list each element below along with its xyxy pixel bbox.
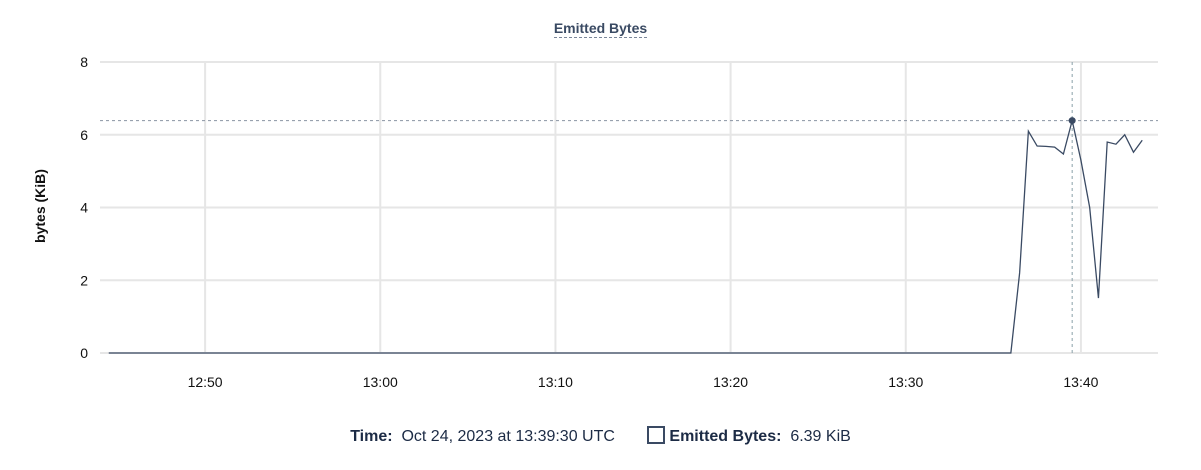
x-tick-label: 12:50 <box>188 374 223 390</box>
y-tick-label: 6 <box>80 127 88 143</box>
x-tick-label: 13:30 <box>888 374 923 390</box>
hover-point <box>1068 117 1076 125</box>
hover-legend: Time: Oct 24, 2023 at 13:39:30 UTC Emitt… <box>0 426 1201 446</box>
y-tick-label: 2 <box>80 272 88 288</box>
x-tick-label: 13:10 <box>538 374 573 390</box>
time-value: Oct 24, 2023 at 13:39:30 UTC <box>401 428 615 445</box>
series-checkbox[interactable] <box>647 426 666 444</box>
y-tick-label: 0 <box>80 345 88 361</box>
series-line <box>108 120 1143 354</box>
chart-title[interactable]: Emitted Bytes <box>0 20 1201 38</box>
series-value: 6.39 KiB <box>790 428 851 445</box>
chart-title-text: Emitted Bytes <box>553 20 648 38</box>
y-tick-label: 8 <box>80 54 88 70</box>
x-tick-label: 13:40 <box>1063 374 1098 390</box>
y-tick-label: 4 <box>80 200 88 216</box>
x-tick-label: 13:00 <box>363 374 398 390</box>
time-label: Time: <box>350 428 393 445</box>
series-label: Emitted Bytes: <box>669 428 782 445</box>
x-tick-label: 13:20 <box>713 374 748 390</box>
